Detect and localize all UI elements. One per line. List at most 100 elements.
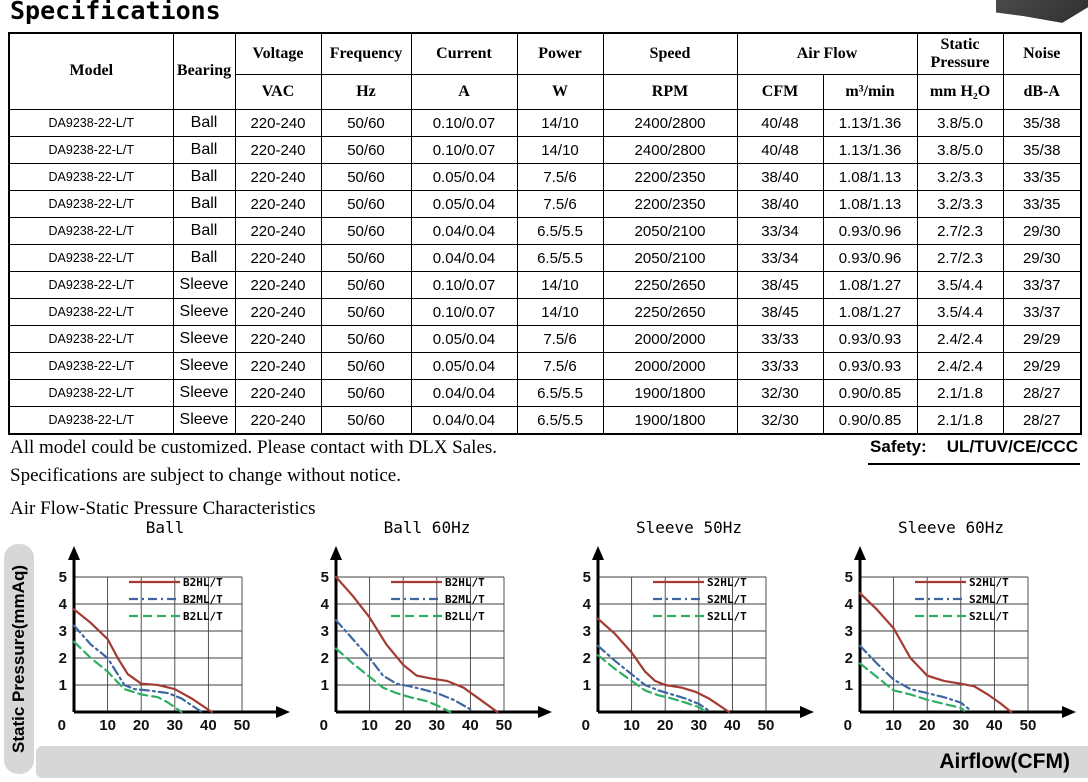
table-cell: 0.04/0.04 <box>410 244 518 272</box>
svg-text:4: 4 <box>59 596 68 613</box>
series-line-S2HL/T <box>596 617 731 714</box>
legend-label: S2LL/T <box>707 610 747 623</box>
table-cell: 3.8/5.0 <box>916 109 1004 137</box>
table-cell: 28/27 <box>1002 406 1082 435</box>
table-cell: 220-240 <box>234 406 322 435</box>
svg-text:5: 5 <box>321 569 329 586</box>
table-cell: 0.05/0.04 <box>410 325 518 353</box>
x-axis-arrow-icon <box>276 706 290 718</box>
legend-label: B2ML/T <box>445 593 485 606</box>
svg-text:40: 40 <box>986 717 1003 734</box>
table-cell: 50/60 <box>320 244 412 272</box>
svg-text:1: 1 <box>583 677 591 694</box>
table-cell: 220-240 <box>234 271 322 299</box>
table-cell: 1.13/1.36 <box>822 109 918 137</box>
legend-label: B2HL/T <box>183 576 223 589</box>
y-axis-label-bar: Static Pressure(mmAq) <box>4 544 34 774</box>
table-cell: 0.93/0.96 <box>822 217 918 245</box>
svg-text:0: 0 <box>58 717 66 734</box>
table-cell: 2.7/2.3 <box>916 244 1004 272</box>
col-header-power: Power <box>516 32 604 75</box>
table-cell: 1900/1800 <box>602 379 738 407</box>
table-row: DA9238-22-L/T Ball 220-240 50/60 0.04/0.04 6.… <box>8 244 1082 272</box>
series-line-B2ML/T <box>334 619 472 711</box>
table-cell: 35/38 <box>1002 136 1082 164</box>
svg-text:20: 20 <box>395 717 412 734</box>
svg-text:50: 50 <box>496 717 513 734</box>
svg-text:50: 50 <box>234 717 251 734</box>
table-row: DA9238-22-L/T Ball 220-240 50/60 0.10/0.07 14… <box>8 136 1082 164</box>
chart-sleeve-60hz: Sleeve 60Hz 0 10 20 30 40 50 1 2 3 4 5 S2HL/T S2ML/T S… <box>820 518 1082 752</box>
table-cell: 29/30 <box>1002 217 1082 245</box>
table-row: DA9238-22-L/T Sleeve 220-240 50/60 0.05/0.04… <box>8 352 1082 380</box>
svg-text:40: 40 <box>724 717 741 734</box>
table-cell: 33/37 <box>1002 271 1082 299</box>
table-cell: 2250/2650 <box>602 271 738 299</box>
series-line-S2ML/T <box>858 644 972 712</box>
table-cell: Sleeve <box>172 406 236 435</box>
table-cell: 32/30 <box>736 406 824 435</box>
table-cell: Ball <box>172 136 236 164</box>
table-cell: 6.5/5.5 <box>516 217 604 245</box>
safety-value: UL/TUV/CE/CCC <box>946 437 1078 456</box>
table-cell: 50/60 <box>320 136 412 164</box>
table-cell: DA9238-22-L/T <box>8 379 174 407</box>
table-cell: 33/35 <box>1002 190 1082 218</box>
x-axis-arrow-icon <box>1062 706 1076 718</box>
svg-text:30: 30 <box>428 717 445 734</box>
table-cell: 3.2/3.3 <box>916 190 1004 218</box>
table-cell: DA9238-22-L/T <box>8 217 174 245</box>
table-row: DA9238-22-L/T Sleeve 220-240 50/60 0.05/0.04… <box>8 325 1082 353</box>
table-cell: 1.08/1.27 <box>822 271 918 299</box>
table-cell: 0.10/0.07 <box>410 271 518 299</box>
svg-text:1: 1 <box>59 677 67 694</box>
table-cell: 40/48 <box>736 136 824 164</box>
series-line-S2LL/T <box>858 662 966 712</box>
table-cell: 220-240 <box>234 352 322 380</box>
table-cell: 50/60 <box>320 325 412 353</box>
svg-text:5: 5 <box>845 569 853 586</box>
table-cell: 0.10/0.07 <box>410 136 518 164</box>
svg-text:5: 5 <box>583 569 591 586</box>
x-axis-arrow-icon <box>800 706 814 718</box>
table-cell: DA9238-22-L/T <box>8 271 174 299</box>
x-axis-label-bar: Airflow(CFM) <box>36 746 1088 778</box>
col-header-frequency: Frequency <box>320 32 412 75</box>
svg-text:30: 30 <box>952 717 969 734</box>
table-cell: 0.10/0.07 <box>410 109 518 137</box>
svg-text:3: 3 <box>59 623 67 640</box>
svg-text:40: 40 <box>200 717 217 734</box>
col-header-static-pressure: Static Pressure <box>916 32 1004 75</box>
legend-label: S2LL/T <box>969 610 1009 623</box>
series-line-S2LL/T <box>596 654 707 713</box>
table-cell: Ball <box>172 190 236 218</box>
table-cell: Ball <box>172 109 236 137</box>
table-cell: 2200/2350 <box>602 190 738 218</box>
col-header-noise: Noise <box>1002 32 1082 75</box>
svg-text:10: 10 <box>623 717 640 734</box>
table-cell: 33/34 <box>736 217 824 245</box>
table-cell: 220-240 <box>234 190 322 218</box>
table-header: Model Bearing Voltage Frequency Current … <box>8 32 1082 110</box>
svg-text:5: 5 <box>59 569 67 586</box>
table-cell: 50/60 <box>320 190 412 218</box>
svg-text:2: 2 <box>583 650 591 667</box>
table-cell: 33/33 <box>736 352 824 380</box>
chart-plot: 0 10 20 30 40 50 1 2 3 4 5 S2HL/T S2ML/T S2LL/T <box>582 546 814 734</box>
table-row: DA9238-22-L/T Ball 220-240 50/60 0.05/0.04 7.… <box>8 163 1082 191</box>
table-cell: 2250/2650 <box>602 298 738 326</box>
table-cell: 1.08/1.13 <box>822 190 918 218</box>
svg-text:4: 4 <box>845 596 854 613</box>
chart-title: Sleeve 50Hz <box>636 518 742 537</box>
unit-airflow-cfm: CFM <box>736 74 824 110</box>
unit-speed: RPM <box>602 74 738 110</box>
table-cell: 0.05/0.04 <box>410 163 518 191</box>
table-cell: 3.5/4.4 <box>916 298 1004 326</box>
table-cell: 33/34 <box>736 244 824 272</box>
table-cell: 2.4/2.4 <box>916 352 1004 380</box>
table-cell: 33/37 <box>1002 298 1082 326</box>
legend-label: B2LL/T <box>183 610 223 623</box>
chart-ball: Ball 0 10 20 30 40 50 1 2 3 4 5 B2HL/T B2ML/T B2LL/T <box>34 518 296 752</box>
y-axis-arrow-icon <box>592 546 604 560</box>
